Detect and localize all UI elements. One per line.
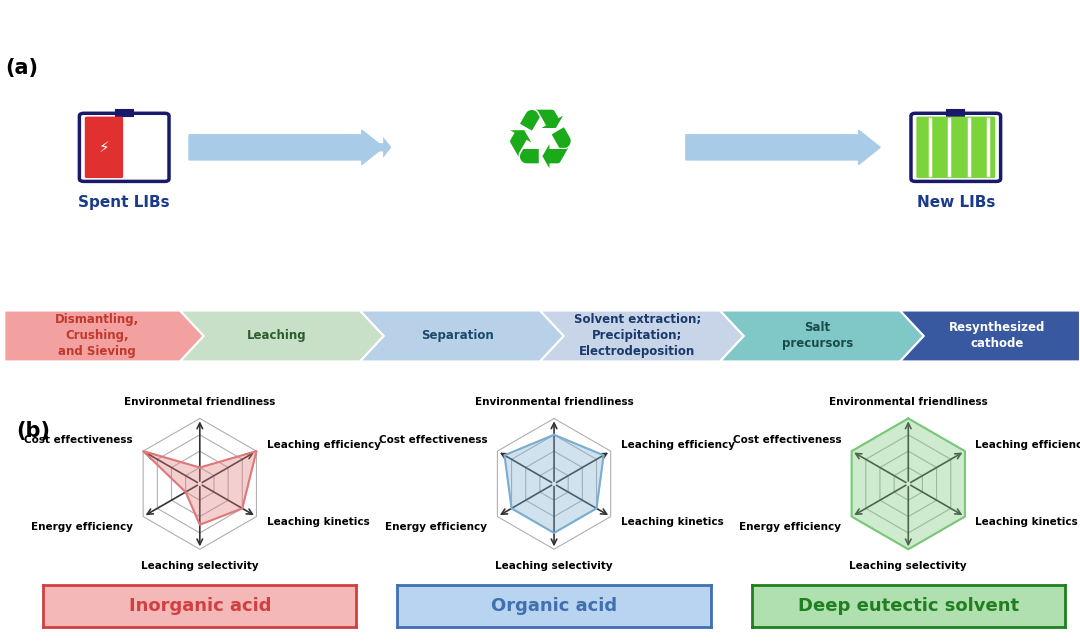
Polygon shape: [180, 311, 383, 361]
Text: Leaching selectivity: Leaching selectivity: [141, 561, 258, 571]
Text: Environmental friendliness: Environmental friendliness: [829, 397, 987, 406]
Text: ⚡: ⚡: [98, 140, 109, 155]
Polygon shape: [144, 451, 256, 525]
Text: Leaching efficiency: Leaching efficiency: [621, 440, 734, 450]
Text: Cost effectiveness: Cost effectiveness: [379, 435, 487, 445]
Polygon shape: [504, 435, 604, 533]
Text: Leaching selectivity: Leaching selectivity: [496, 561, 612, 571]
Polygon shape: [540, 311, 744, 361]
Text: Organic acid: Organic acid: [491, 597, 617, 615]
Text: Leaching kinetics: Leaching kinetics: [621, 518, 724, 527]
FancyBboxPatch shape: [84, 116, 123, 178]
FancyBboxPatch shape: [116, 110, 133, 116]
Text: Leaching efficiency: Leaching efficiency: [975, 440, 1080, 450]
FancyBboxPatch shape: [947, 110, 964, 116]
Text: Leaching kinetics: Leaching kinetics: [267, 518, 369, 527]
Text: Leaching: Leaching: [247, 329, 307, 343]
Polygon shape: [852, 419, 964, 549]
FancyArrow shape: [686, 130, 880, 165]
Text: Leaching kinetics: Leaching kinetics: [975, 518, 1078, 527]
Text: Spent LIBs: Spent LIBs: [79, 195, 170, 210]
Polygon shape: [4, 311, 204, 361]
Text: Environmental friendliness: Environmental friendliness: [475, 397, 633, 406]
FancyBboxPatch shape: [916, 116, 996, 178]
Text: Inorganic acid: Inorganic acid: [129, 597, 271, 615]
FancyArrowPatch shape: [192, 137, 391, 158]
Text: Energy efficiency: Energy efficiency: [386, 523, 487, 532]
FancyBboxPatch shape: [79, 113, 168, 181]
Text: Leaching efficiency: Leaching efficiency: [267, 440, 380, 450]
Text: Cost effectiveness: Cost effectiveness: [733, 435, 841, 445]
Text: (a): (a): [5, 58, 39, 78]
Text: Dismantling,
Crushing,
and Sieving: Dismantling, Crushing, and Sieving: [55, 314, 139, 358]
Text: Salt
precursors: Salt precursors: [782, 322, 853, 350]
Polygon shape: [360, 311, 564, 361]
Text: Deep eutectic solvent: Deep eutectic solvent: [798, 597, 1018, 615]
Text: (b): (b): [16, 421, 50, 440]
Text: ♻: ♻: [502, 104, 578, 185]
Text: Leaching selectivity: Leaching selectivity: [850, 561, 967, 571]
Text: Separation: Separation: [421, 329, 494, 343]
Text: Solvent extraction;
Precipitation;
Electrodeposition: Solvent extraction; Precipitation; Elect…: [573, 314, 701, 358]
Text: Energy efficiency: Energy efficiency: [740, 523, 841, 532]
Text: Cost effectiveness: Cost effectiveness: [25, 435, 133, 445]
FancyBboxPatch shape: [912, 113, 1001, 181]
Polygon shape: [720, 311, 923, 361]
Text: New LIBs: New LIBs: [917, 195, 995, 210]
Text: Hydrometallurgy: Hydrometallurgy: [354, 6, 726, 45]
Polygon shape: [900, 311, 1080, 361]
Text: Energy efficiency: Energy efficiency: [31, 523, 133, 532]
FancyArrow shape: [189, 130, 383, 165]
Text: Environmetal friendliness: Environmetal friendliness: [124, 397, 275, 406]
Text: Resynthesized
cathode: Resynthesized cathode: [949, 322, 1045, 350]
